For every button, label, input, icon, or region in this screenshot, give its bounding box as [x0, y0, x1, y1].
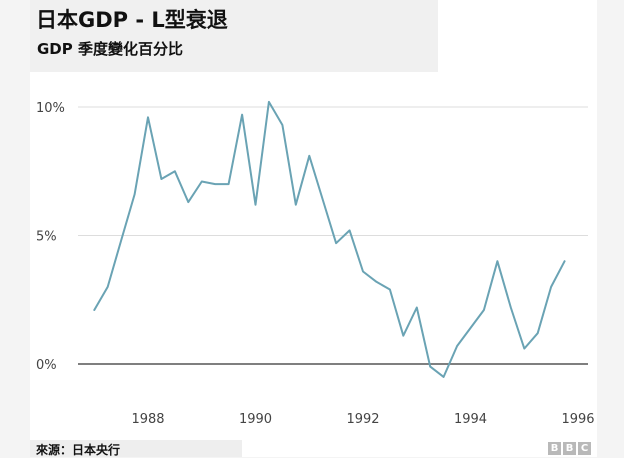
x-tick-label: 1996 — [561, 412, 594, 427]
y-tick-label: 0% — [36, 358, 57, 373]
chart-title: 日本GDP - L型衰退 — [36, 8, 228, 32]
source-note: 來源：日本央行 — [36, 443, 121, 457]
bbc-logo-letter-3: C — [578, 442, 591, 455]
x-tick-label: 1988 — [131, 412, 164, 427]
y-tick-label: 10% — [36, 101, 65, 116]
bbc-logo: B B C — [548, 442, 591, 455]
chart-header — [30, 0, 438, 72]
x-tick-label: 1992 — [346, 412, 379, 427]
x-tick-label: 1990 — [239, 412, 272, 427]
footer-bar — [30, 440, 242, 457]
chart-subtitle: GDP 季度變化百分比 — [37, 40, 183, 58]
bbc-logo-letter-2: B — [563, 442, 576, 455]
gdp-growth-line — [93, 100, 566, 378]
y-tick-label: 5% — [36, 230, 57, 245]
x-tick-label: 1994 — [454, 412, 487, 427]
bbc-logo-letter-1: B — [548, 442, 561, 455]
